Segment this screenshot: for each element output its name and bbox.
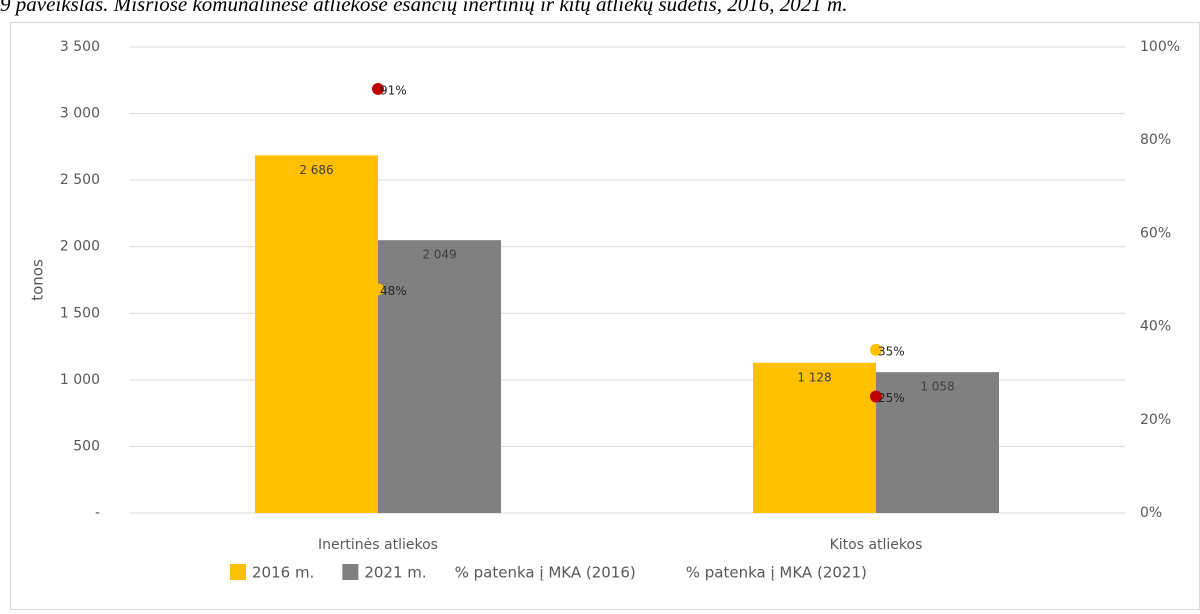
point xyxy=(870,343,882,356)
legend-swatch xyxy=(342,564,359,580)
legend-swatch xyxy=(230,564,246,580)
x-tick-label: Inertinės atliekos xyxy=(318,537,438,553)
x-tick-label: Kitos atliekos xyxy=(830,537,923,553)
bar xyxy=(753,362,876,513)
y2-tick-label: 20% xyxy=(1140,412,1171,428)
point-value-label: 48% xyxy=(380,284,407,298)
y2-tick-label: 60% xyxy=(1140,225,1171,241)
y-tick-label: 1 000 xyxy=(60,372,100,388)
point xyxy=(372,283,384,296)
y-axis-label: tonos xyxy=(29,259,47,301)
y-tick-label: 3 000 xyxy=(60,106,100,122)
legend-label: % patenka į MKA (2016) xyxy=(455,564,636,582)
point-value-label: 35% xyxy=(878,344,905,358)
y-tick-label: 1 500 xyxy=(60,305,100,321)
bar xyxy=(876,372,999,513)
bar-value-label: 2 686 xyxy=(299,163,333,177)
point xyxy=(870,390,882,403)
chart-title: 9 paveikslas. Mišriose komunalinėse atli… xyxy=(0,0,847,16)
y-tick-label: - xyxy=(95,505,100,521)
y2-tick-label: 0% xyxy=(1140,505,1162,521)
y2-tick-label: 40% xyxy=(1140,319,1171,335)
bar xyxy=(378,240,501,513)
point-value-label: 25% xyxy=(878,391,905,405)
bar-value-label: 1 058 xyxy=(920,380,954,394)
point-value-label: 91% xyxy=(380,83,407,97)
legend-label: 2016 m. xyxy=(252,564,314,582)
bar-value-label: 2 049 xyxy=(422,248,456,262)
point xyxy=(372,82,384,95)
legend-label: 2021 m. xyxy=(364,564,426,582)
bar xyxy=(255,155,378,513)
y2-tick-label: 80% xyxy=(1140,132,1171,148)
y-tick-label: 500 xyxy=(73,438,100,454)
legend-label: % patenka į MKA (2021) xyxy=(686,564,867,582)
chart-frame xyxy=(10,22,1200,610)
y2-tick-label: 100% xyxy=(1140,39,1180,55)
y-tick-label: 3 500 xyxy=(60,39,100,55)
y-tick-label: 2 000 xyxy=(60,239,100,255)
bar-value-label: 1 128 xyxy=(797,370,831,384)
y-tick-label: 2 500 xyxy=(60,172,100,188)
